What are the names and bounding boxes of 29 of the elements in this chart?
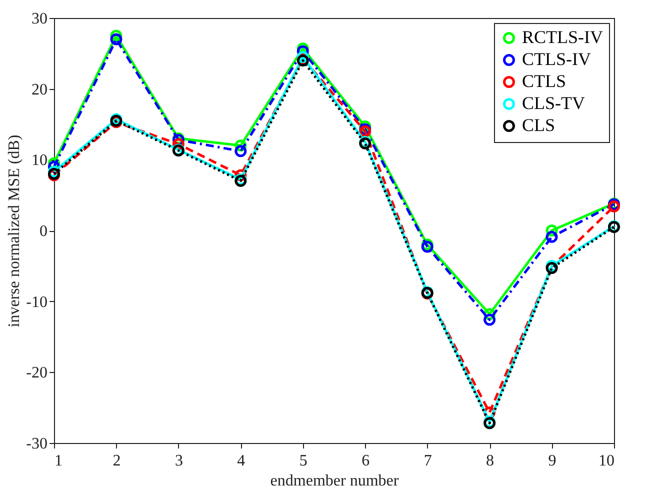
y-tick-label: 20	[32, 81, 48, 98]
x-tick-label: 3	[174, 452, 183, 470]
x-tick-label: 4	[237, 452, 246, 470]
legend-label: CTLS-IV	[522, 49, 591, 69]
x-tick-label: 6	[362, 452, 370, 470]
point	[110, 33, 122, 46]
x-tick-label: 9	[548, 452, 556, 470]
x-tick-label: 1	[54, 452, 62, 470]
y-tick-label: 30	[32, 10, 48, 28]
legend-label: CLS-TV	[522, 93, 585, 113]
y-tick-label: 0	[40, 223, 48, 240]
x-tick-label: 8	[486, 452, 494, 470]
x-tick-label: 5	[299, 452, 308, 470]
legend-label: CTLS	[522, 71, 566, 91]
point	[546, 230, 558, 243]
point	[234, 145, 247, 158]
x-tick-label: 10	[598, 452, 614, 470]
y-axis-title: inverse normalized MSE (dB)	[6, 134, 24, 328]
x-tick-label: 7	[424, 452, 432, 470]
point	[296, 54, 309, 66]
y-tick-label: 10	[32, 152, 48, 170]
x-tick-label: 2	[112, 452, 121, 470]
y-tick-label: -20	[26, 364, 48, 382]
legend-label: CLS	[522, 115, 556, 135]
x-axis-title: endmember number	[270, 472, 400, 490]
y-tick-label: -10	[26, 294, 48, 311]
point	[484, 314, 496, 326]
y-tick-label: -30	[26, 436, 48, 452]
legend-label: RCTLS-IV	[522, 27, 603, 47]
